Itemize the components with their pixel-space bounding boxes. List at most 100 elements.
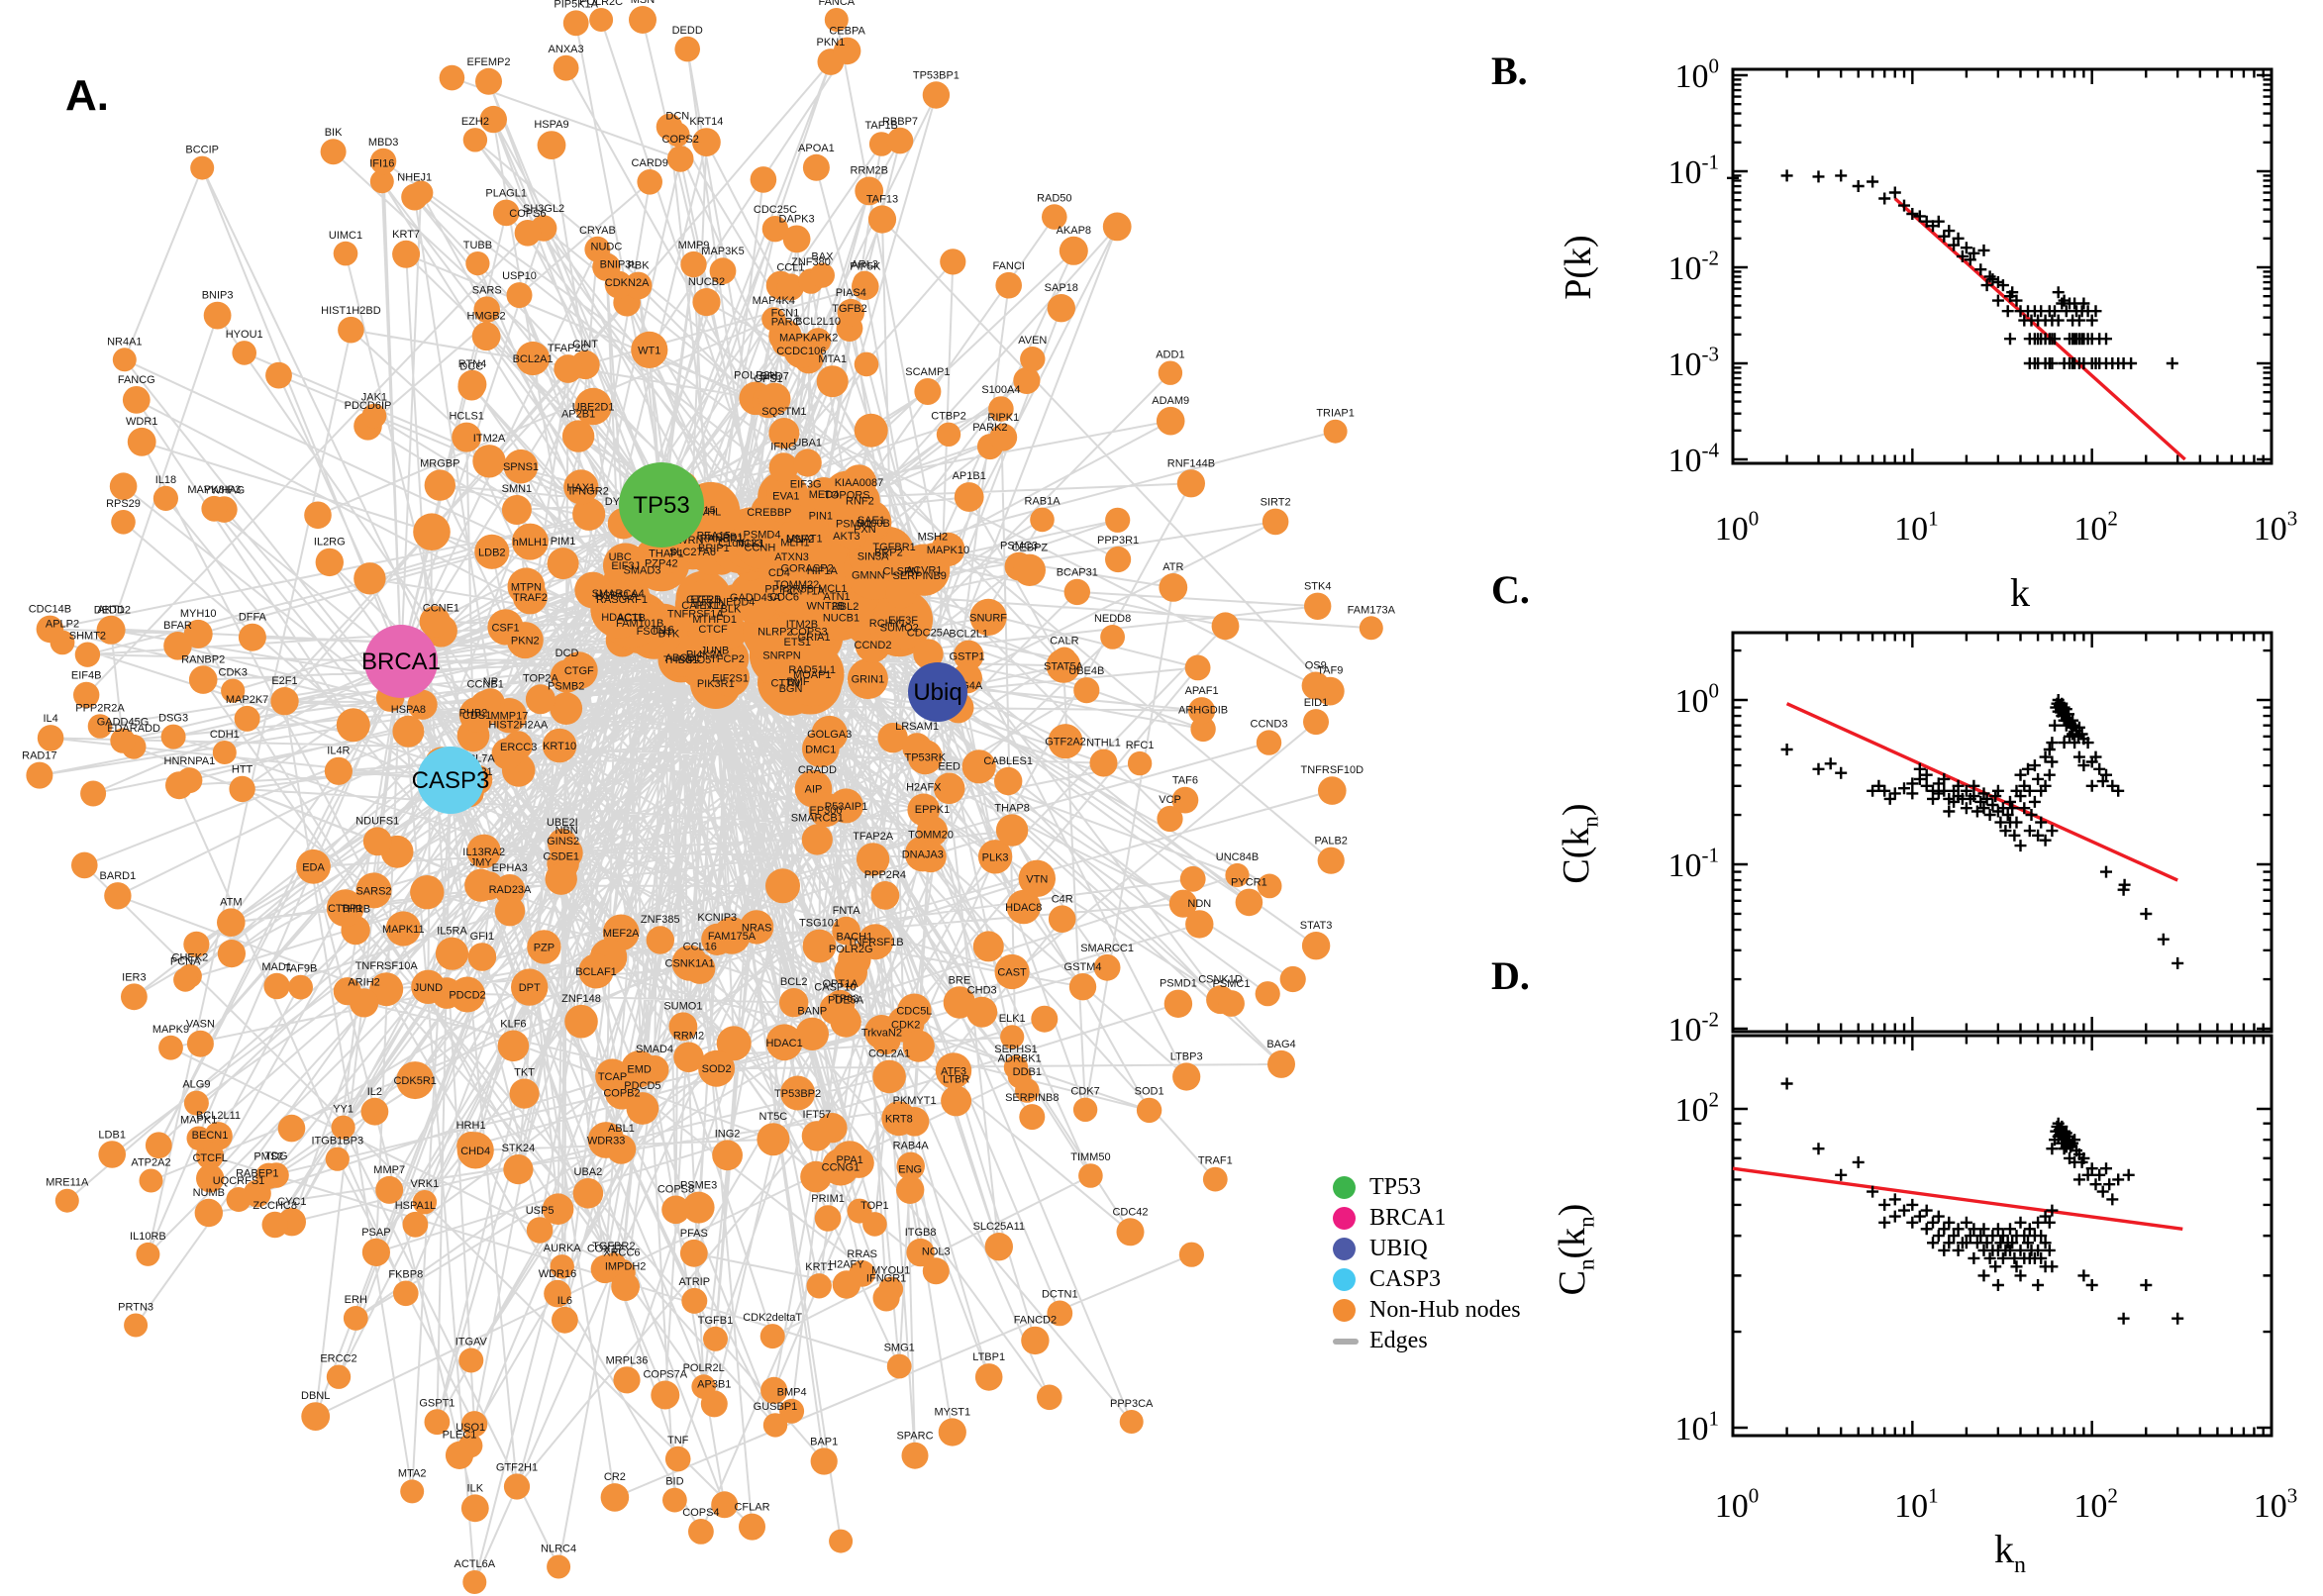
gene-label: NLRP2 [758,627,792,639]
gene-label: NLRC4 [541,1544,576,1555]
y-tick-label: 100 [1675,679,1720,720]
gene-label: PFAS [680,1228,708,1240]
plot-frame [1731,631,2273,1034]
gene-label: RRAS [847,1248,877,1260]
gene-label: FAM175A [708,931,757,943]
network-node [1318,776,1347,805]
network-node [613,1366,641,1394]
network-node [1188,697,1216,725]
network-node [805,328,832,354]
gene-label: MTHFD1 [692,614,737,626]
network-node [606,1134,637,1164]
network-node [472,445,506,478]
gene-label: EIF2S1 [712,672,749,684]
network-node [375,1175,404,1204]
network-node [1256,730,1282,755]
gene-label: PCNA [170,956,201,968]
network-node [1168,889,1197,918]
network-node [834,955,867,989]
network-node [977,840,1013,874]
gene-label: ADAM9 [1152,395,1189,407]
network-node [1020,347,1046,372]
gene-label: GMNN [852,569,885,581]
gene-label: TrkvaN2 [861,1027,902,1039]
gene-label: PALB2 [1314,836,1347,848]
gene-label: TCAP [598,1071,627,1083]
network-node [98,1141,126,1168]
network-node [688,1519,714,1545]
hub-label-ubiq: Ubiq [913,679,961,706]
gene-label: BLK [721,604,742,616]
gene-label: BNIP3L [600,259,638,271]
network-node [37,725,64,751]
network-node [326,889,364,928]
gene-label: RBL2 [832,601,859,613]
gene-label: PKMYT1 [893,1095,937,1107]
network-node [1019,1104,1046,1131]
gene-label: GTF2A2 [1045,737,1086,748]
gene-label: EDA [302,861,325,873]
panel-c-label: C. [1491,567,1530,612]
gene-label: E2F1 [271,675,297,687]
hub-label-brca1: BRCA1 [361,648,441,675]
network-node [1072,1097,1098,1123]
network-node [668,1012,698,1042]
network-node [509,1078,540,1109]
network-node [361,403,387,429]
gene-label: NCK1 [736,538,764,549]
gene-label: MAPK1 [180,1114,217,1126]
gene-label: WNT2B [807,601,846,613]
gene-label: TRIAP1 [1316,408,1355,420]
gene-label: KRT10 [543,741,576,752]
network-node [542,728,577,763]
gene-label: HIST2H2AA [488,719,549,731]
gene-label: ANXA3 [549,44,584,55]
network-node [497,1030,530,1062]
gene-label: PEA15 [697,530,731,542]
gene-label: IL6 [557,1295,572,1307]
gene-label: KRT8 [885,1114,913,1126]
gene-label: COL2A1 [868,1048,910,1060]
network-node [624,271,653,300]
network-node [589,8,614,32]
gene-label: EIF3F [888,615,918,627]
gene-label: CTTN [771,677,800,689]
gene-label: PPP2R4 [864,869,906,881]
network-node [120,983,148,1011]
network-node [183,931,210,957]
gene-label: NDN [1187,898,1211,910]
gene-label: SMAD4 [636,1044,673,1055]
gene-label: IER3 [122,971,146,983]
network-node [780,1075,816,1111]
gene-label: TGFBR1 [872,542,915,553]
network-node [503,449,539,484]
network-node [561,420,595,452]
gene-label: MAPK8IP3 [187,484,241,496]
fit-line [1732,1166,2183,1231]
gene-label: PSMD4 [744,529,781,541]
panel-b-plot: 100 10-1 10-2 10-3 10-4 100 101 102 103 k P(k) [1558,54,2297,615]
network-node [1015,1078,1040,1103]
legend-item-casp3: CASP3 [1333,1264,1521,1295]
gene-label: EIF3J [611,560,640,572]
gene-label: PSMA1 [836,518,872,530]
gene-label: EED [938,760,960,772]
network-node [703,1326,728,1351]
gene-label: SAP18 [1045,282,1078,294]
gene-label: WDR33 [587,1136,626,1147]
gene-label: BNIP3 [202,290,234,302]
network-node [396,1061,435,1100]
network-node [837,298,864,327]
gene-label: EIF3G [790,478,822,490]
network-node [552,1306,578,1334]
gene-label: GINS2 [547,836,579,848]
gene-label: ZNF380 [791,256,831,268]
gene-label: SHMT2 [69,631,106,643]
network-node [1006,889,1042,925]
gene-label: GUSBP1 [754,1401,798,1413]
network-node [457,369,487,399]
gene-label: MMP7 [373,1164,405,1176]
gene-label: TOPORS [824,490,869,502]
gene-label: AIP [805,784,823,796]
gene-label: PSMC1 [1213,978,1251,990]
